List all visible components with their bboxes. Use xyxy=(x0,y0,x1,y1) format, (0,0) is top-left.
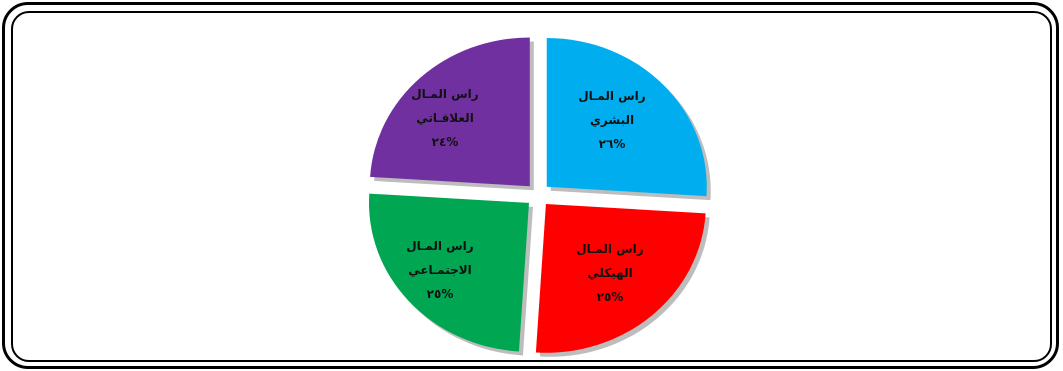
slice-label: العلاقـاتي xyxy=(416,111,474,125)
slice-label: راس المـال xyxy=(578,89,646,103)
slice-label: %٢٦ xyxy=(599,137,626,151)
slice-label: الاجتمـاعي xyxy=(408,263,472,277)
slice-label: راس المـال xyxy=(576,242,644,256)
slice-label: راس المـال xyxy=(411,87,479,101)
pie-slice xyxy=(368,193,529,352)
pie-slice xyxy=(535,204,706,353)
slice-label: البشري xyxy=(590,113,634,127)
slice-label: راس المـال xyxy=(406,239,474,253)
slice-label: الهيكلي xyxy=(587,266,632,280)
inner-border-frame xyxy=(11,11,1052,362)
pie-slice xyxy=(370,37,530,187)
pie-slice xyxy=(546,37,707,197)
slice-label: %٢٥ xyxy=(427,287,454,301)
slice-label: %٢٤ xyxy=(432,135,459,149)
slice-label: %٢٥ xyxy=(597,290,624,304)
